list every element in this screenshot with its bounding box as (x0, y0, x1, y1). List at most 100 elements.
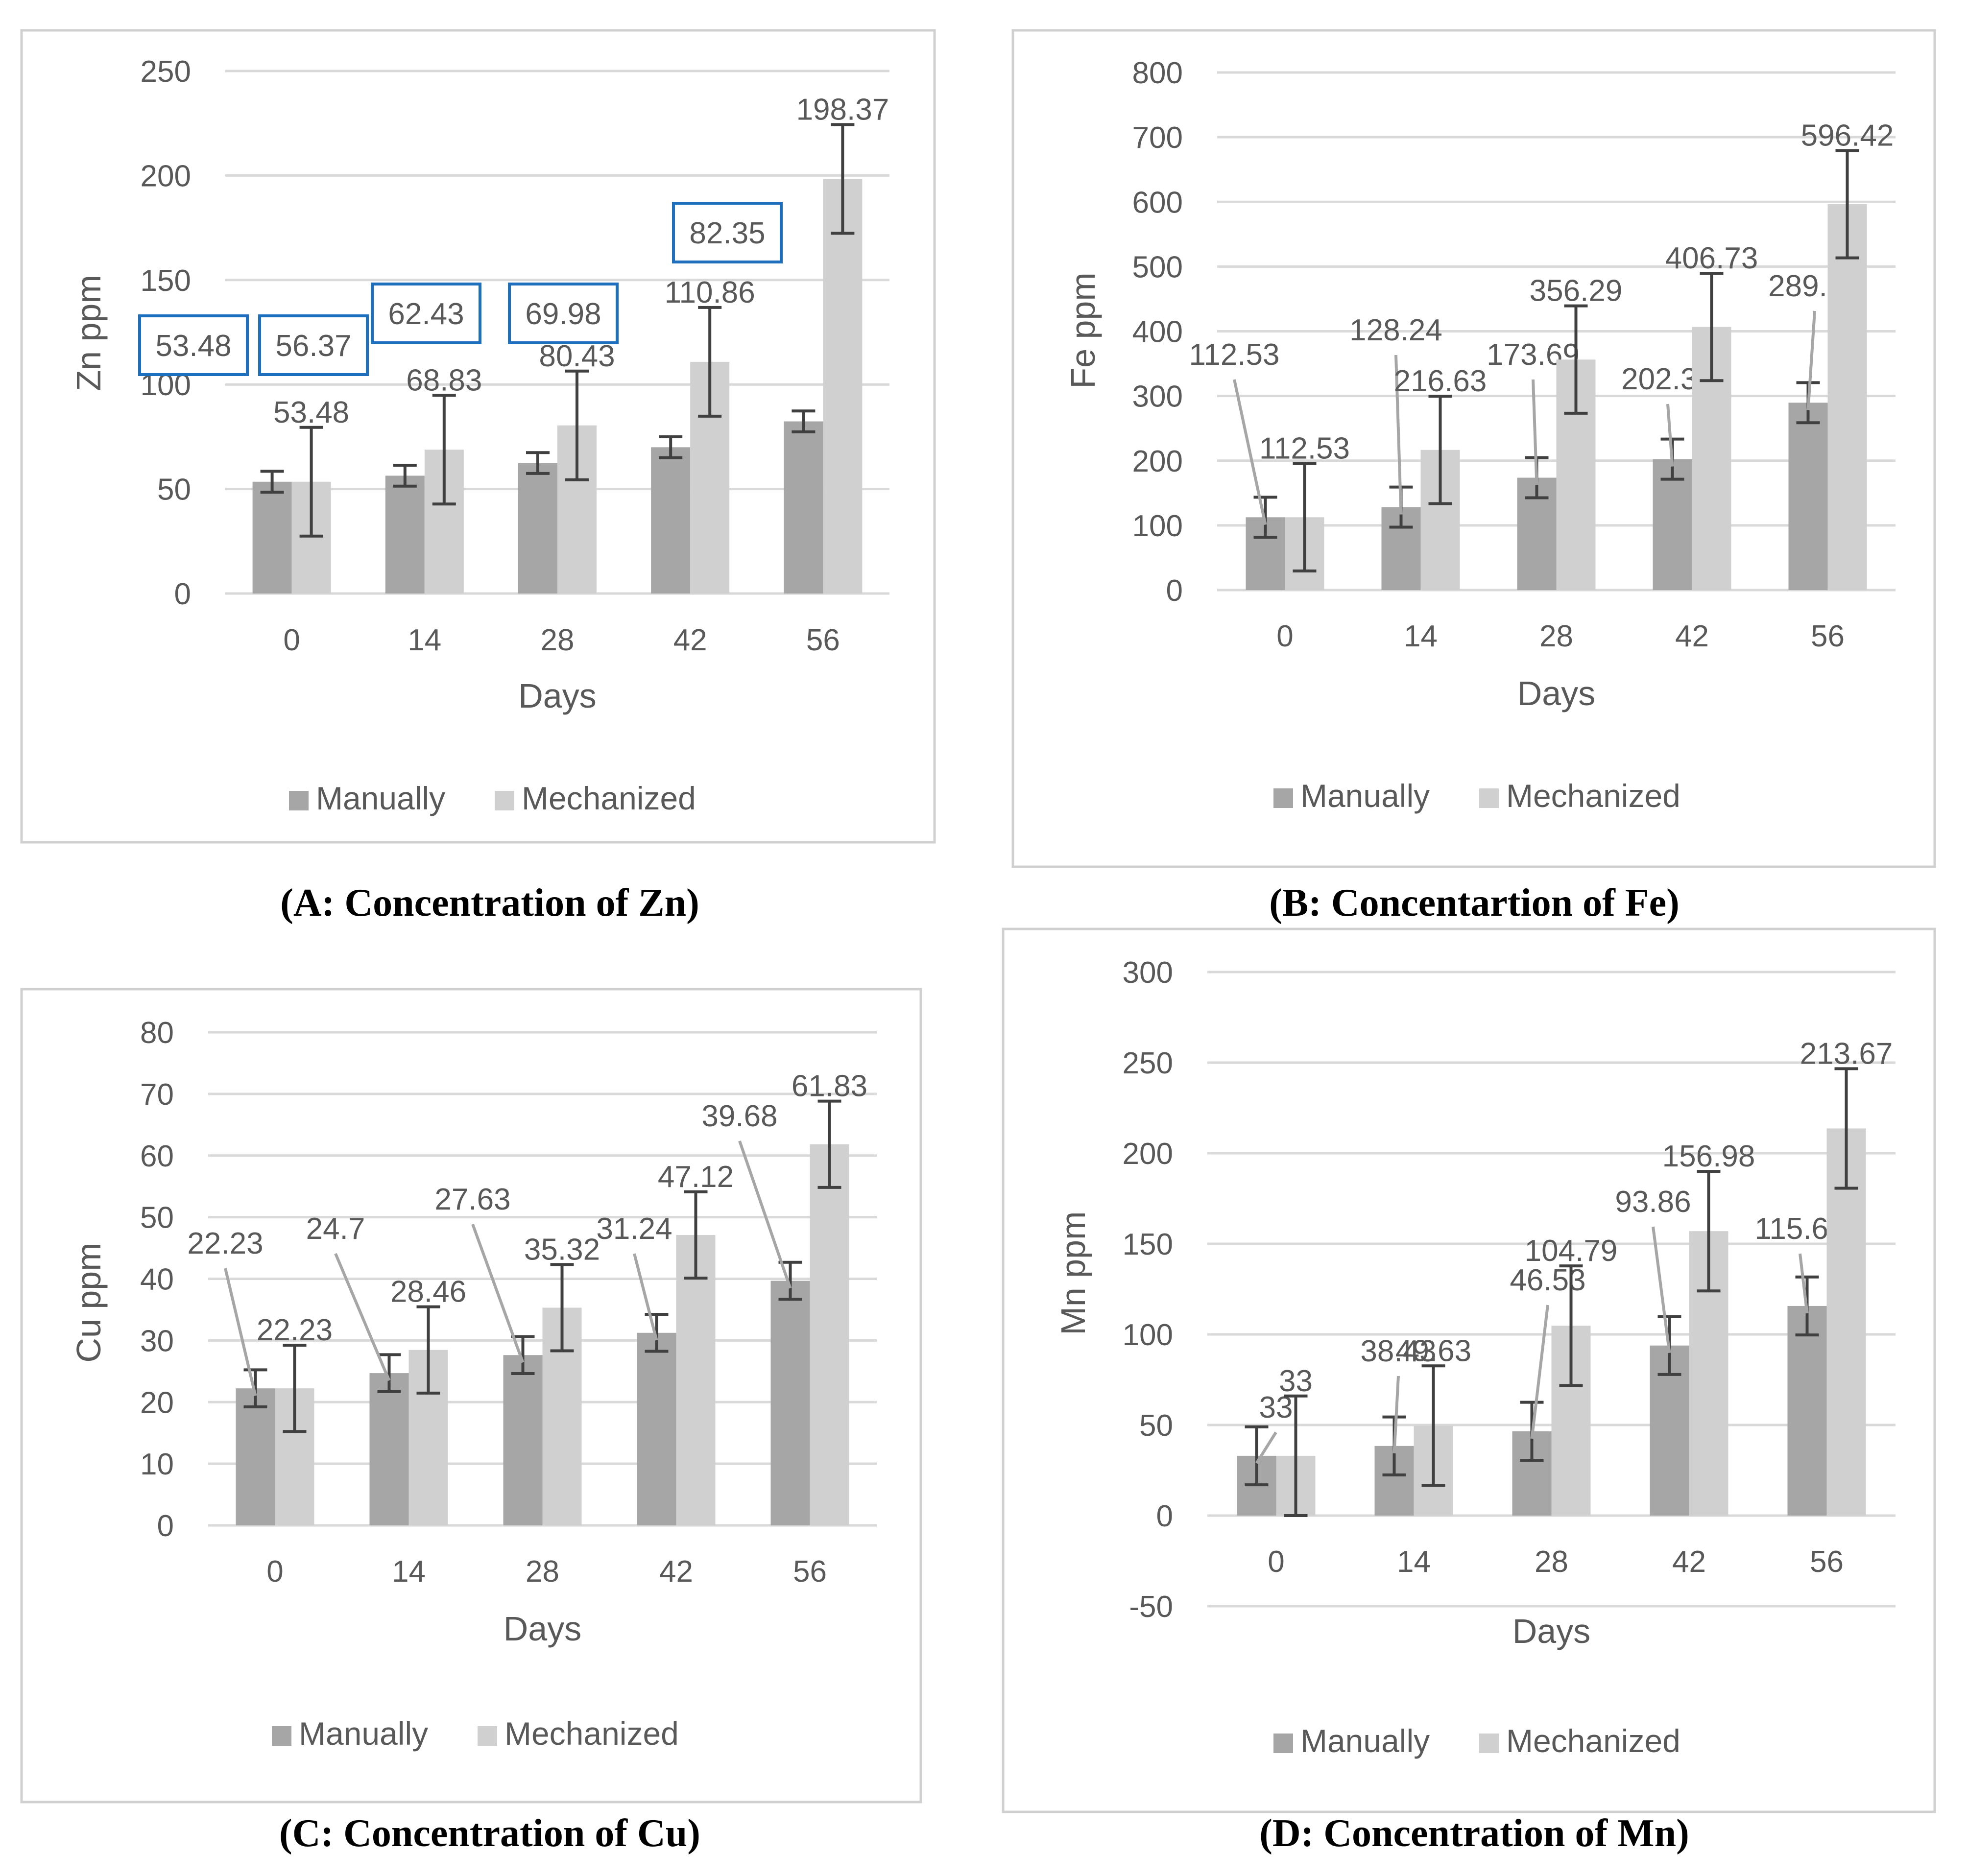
legend-label-mechanized: Mechanized (1506, 1723, 1680, 1759)
error-bar (432, 394, 456, 506)
bar-manually (651, 447, 691, 594)
error-bar (283, 1344, 307, 1433)
data-label-mechanized: 104.79 (1525, 1234, 1618, 1268)
y-tick-label: 250 (1123, 1046, 1173, 1080)
data-label-mechanized: 28.46 (390, 1275, 466, 1309)
data-label-mechanized: 110.86 (665, 276, 755, 309)
data-label-mechanized: 213.67 (1800, 1037, 1893, 1070)
data-label-manually: 62.43 (388, 297, 464, 331)
legend-label-manually: Manually (316, 780, 445, 816)
bar-mechanized (676, 1235, 716, 1525)
callout-box (508, 283, 619, 344)
x-tick-label: 56 (1810, 1545, 1844, 1579)
data-label-mechanized: 35.32 (524, 1233, 600, 1266)
data-label-mechanized: 406.73 (1665, 241, 1758, 275)
y-axis-title: Fe ppm (1064, 272, 1102, 388)
callout-box (138, 314, 249, 376)
bar-manually (784, 421, 823, 594)
legend-label-mechanized: Mechanized (504, 1715, 679, 1752)
callout-box (258, 314, 369, 376)
data-label-manually: 38.43 (1360, 1334, 1436, 1368)
leader-line (471, 1223, 525, 1363)
data-label-mechanized: 216.63 (1394, 364, 1487, 398)
y-tick-label: 20 (140, 1386, 174, 1420)
data-label-mechanized: 33 (1279, 1364, 1313, 1398)
x-tick-label: 42 (673, 623, 707, 657)
error-bar (698, 306, 722, 418)
error-bar (1428, 395, 1452, 505)
x-tick-label: 14 (1404, 619, 1438, 653)
bar-manually (518, 463, 557, 594)
legend-swatch-mechanized (495, 791, 514, 810)
error-bar (416, 1305, 440, 1395)
data-label-mechanized: 68.83 (406, 363, 482, 397)
leader-line (1530, 1305, 1549, 1439)
legend-swatch-manually (289, 791, 309, 810)
error-bar (299, 426, 323, 538)
x-tick-label: 28 (541, 623, 575, 657)
legend: Manually Mechanized (1273, 778, 1680, 814)
x-axis-title: Days (1512, 1612, 1590, 1650)
y-tick-label: 800 (1132, 56, 1183, 90)
chart-frame (20, 29, 936, 844)
bar-mechanized (823, 179, 863, 594)
x-tick-label: 14 (392, 1555, 426, 1589)
x-tick-label: 0 (1268, 1545, 1284, 1579)
x-tick-label: 28 (526, 1555, 559, 1589)
data-label-manually: 53.48 (155, 329, 231, 363)
y-tick-label: 300 (1123, 956, 1173, 990)
y-axis-title: Cu ppm (70, 1242, 108, 1362)
x-tick-label: 42 (1672, 1545, 1706, 1579)
error-bar (1835, 149, 1859, 260)
bar-manually (503, 1355, 543, 1525)
legend-swatch-mechanized (478, 1726, 497, 1746)
leader-line (1652, 1226, 1671, 1354)
panel-caption: (D: Concentration of Mn) (1259, 1812, 1689, 1855)
panel-caption: (B: Concentartion of Fe) (1269, 881, 1680, 925)
legend: Manually Mechanized (1273, 1723, 1680, 1759)
legend-label-manually: Manually (1300, 1723, 1430, 1759)
x-axis-title: Days (504, 1610, 581, 1648)
panel-B: 0 100 200 300 400 500 600 700 800 Fe ppm Days 0 112.… (1011, 29, 1936, 925)
data-label-manually: 93.86 (1615, 1185, 1691, 1219)
error-bar (260, 470, 284, 494)
data-label-manually: 56.37 (275, 329, 351, 363)
data-label-manually: 128.24 (1349, 313, 1442, 347)
y-tick-label: 400 (1132, 315, 1183, 349)
bar-manually (369, 1373, 409, 1525)
leader-line (1255, 1431, 1277, 1464)
x-tick-label: 28 (1539, 619, 1573, 653)
leader-line (1806, 310, 1816, 410)
legend: Manually Mechanized (289, 780, 696, 816)
error-bar (1253, 496, 1277, 539)
x-tick-label: 14 (408, 623, 441, 657)
x-tick-label: 0 (283, 623, 300, 657)
y-tick-label: 0 (1166, 574, 1183, 608)
bar-mechanized (1827, 204, 1867, 590)
y-tick-label: 100 (1123, 1318, 1173, 1352)
error-bar (831, 123, 855, 235)
data-label-manually: 39.68 (701, 1099, 777, 1133)
legend-swatch-manually (1273, 788, 1293, 808)
y-tick-label: 60 (140, 1140, 174, 1173)
x-tick-label: 0 (1276, 619, 1293, 653)
bar-manually (385, 475, 425, 594)
data-label-mechanized: 356.29 (1530, 274, 1623, 308)
data-label-mechanized: 596.42 (1801, 119, 1894, 152)
data-label-mechanized: 80.43 (539, 339, 615, 373)
y-tick-label: 600 (1132, 186, 1183, 219)
y-tick-label: 150 (1123, 1228, 1173, 1261)
x-tick-label: 42 (1675, 619, 1709, 653)
error-bar (526, 451, 550, 475)
legend-label-manually: Manually (1300, 778, 1430, 814)
error-bar (377, 1353, 401, 1393)
y-tick-label: 70 (140, 1078, 174, 1112)
error-bar (792, 409, 816, 433)
y-axis-title: Mn ppm (1054, 1211, 1092, 1335)
error-bar (393, 464, 417, 488)
leader-line (738, 1140, 792, 1289)
leader-line (224, 1268, 257, 1396)
